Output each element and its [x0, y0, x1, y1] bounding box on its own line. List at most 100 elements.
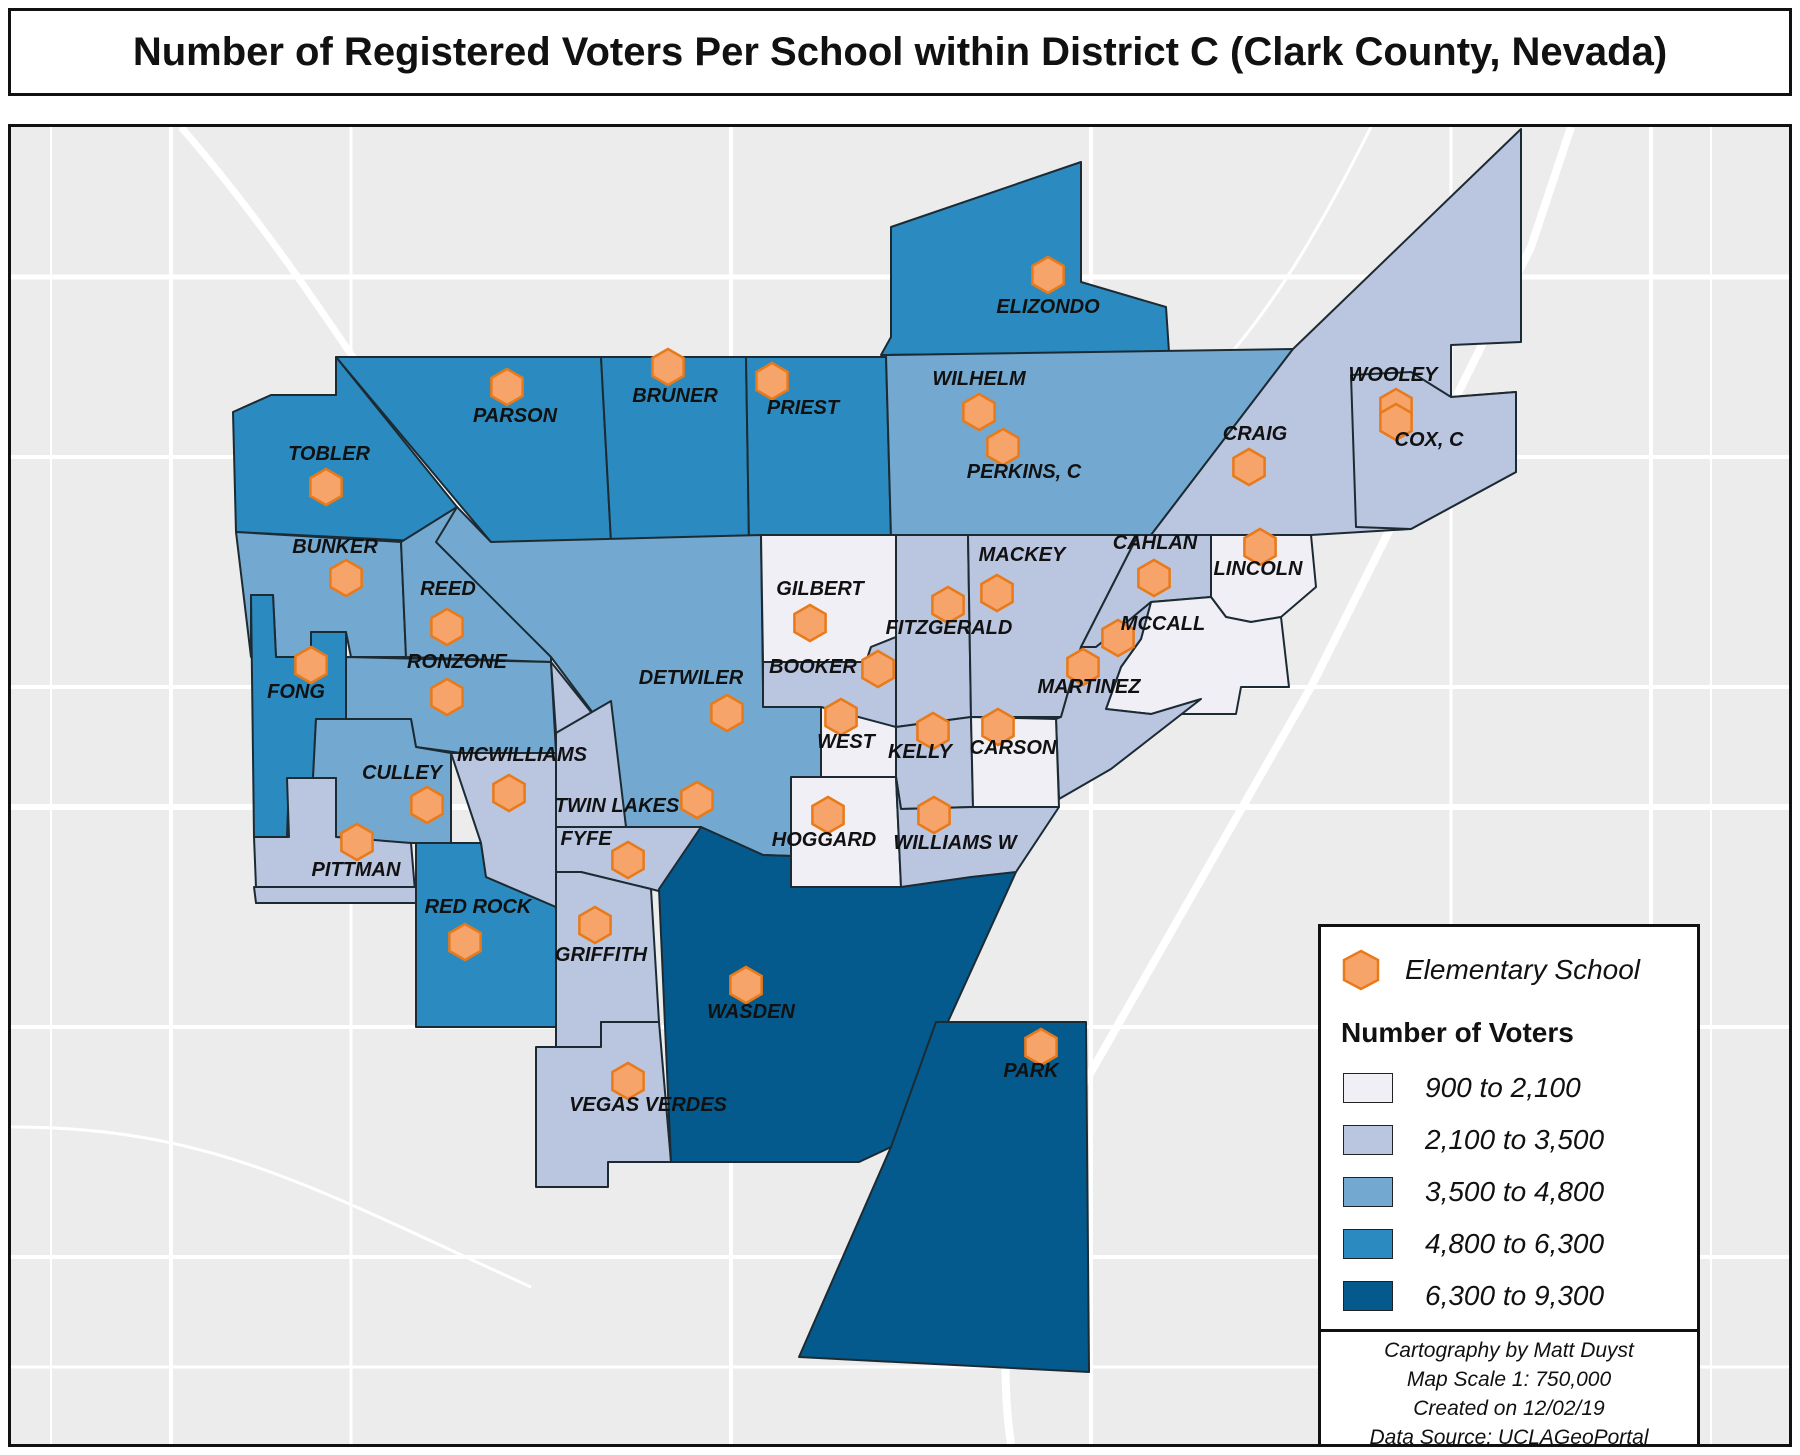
school-label-park: PARK — [1003, 1060, 1060, 1082]
school-label-pittman: PITTMAN — [312, 859, 401, 881]
school-label-kelly: KELLY — [888, 741, 954, 763]
school-marker-bunker[interactable] — [329, 558, 363, 598]
school-marker-hoggard[interactable] — [811, 795, 845, 835]
school-label-tobler: TOBLER — [288, 443, 370, 465]
legend-class-3-label: 3,500 to 4,800 — [1425, 1176, 1605, 1207]
school-marker-vegas-verdes[interactable] — [611, 1061, 645, 1101]
school-label-gilbert: GILBERT — [776, 578, 865, 600]
zone-vegasverdes — [535, 1021, 672, 1188]
legend-class-4-label: 4,800 to 6,300 — [1425, 1228, 1605, 1259]
school-marker-reed[interactable] — [430, 607, 464, 647]
school-marker-detwiler[interactable] — [710, 693, 744, 733]
school-label-lincoln: LINCOLN — [1214, 558, 1303, 580]
school-label-cox-c: COX, C — [1395, 429, 1464, 451]
school-label-mcwilliams: MCWILLIAMS — [457, 744, 588, 766]
zone-pittman-south — [253, 886, 417, 904]
school-marker-craig[interactable] — [1232, 447, 1266, 487]
zone-park — [798, 1021, 1090, 1373]
school-marker-ronzone[interactable] — [430, 677, 464, 717]
orange-hexagon-icon — [1342, 949, 1380, 991]
school-marker-fong[interactable] — [294, 645, 328, 685]
school-marker-wasden[interactable] — [729, 965, 763, 1005]
school-label-red-rock: RED ROCK — [425, 896, 533, 918]
school-label-wilhelm: WILHELM — [932, 368, 1027, 390]
school-label-martinez: MARTINEZ — [1038, 676, 1142, 698]
school-marker-carson[interactable] — [981, 707, 1015, 747]
school-marker-twin-lakes[interactable] — [680, 780, 714, 820]
school-marker-booker[interactable] — [861, 649, 895, 689]
school-marker-park[interactable] — [1024, 1027, 1058, 1067]
school-marker-west[interactable] — [824, 697, 858, 737]
legend-class-4: 4,800 to 6,300 — [1343, 1228, 1604, 1260]
zone-martinez — [1055, 601, 1202, 800]
legend-key: Elementary School Number of Voters 900 t… — [1321, 927, 1697, 1332]
map-title: Number of Registered Voters Per School w… — [132, 29, 1668, 74]
school-marker-perkins-c[interactable] — [986, 427, 1020, 467]
school-marker-gilbert[interactable] — [793, 603, 827, 643]
school-marker-culley[interactable] — [410, 785, 444, 825]
zone-williamsw — [895, 776, 1060, 888]
school-marker-williams-w[interactable] — [917, 795, 951, 835]
school-label-perkins-c: PERKINS, C — [967, 461, 1082, 483]
school-marker-lincoln[interactable] — [1243, 527, 1277, 567]
school-marker-wilhelm[interactable] — [962, 392, 996, 432]
school-label-williams-w: WILLIAMS W — [893, 832, 1018, 854]
legend-school-row: Elementary School — [1341, 949, 1640, 991]
school-label-elizondo: ELIZONDO — [996, 296, 1100, 318]
credit-created: Created on 12/02/19 — [1413, 1397, 1605, 1420]
legend-heading: Number of Voters — [1341, 1017, 1574, 1048]
legend-class-1-label: 900 to 2,100 — [1425, 1072, 1581, 1103]
school-marker-mackey[interactable] — [980, 573, 1014, 613]
school-marker-pittman[interactable] — [340, 822, 374, 862]
school-label-wasden: WASDEN — [707, 1001, 795, 1023]
school-marker-mcwilliams[interactable] — [492, 773, 526, 813]
school-marker-fitzgerald[interactable] — [931, 585, 965, 625]
credit-source: Data Source: UCLAGeoPortal — [1369, 1426, 1649, 1447]
legend-swatch-3 — [1343, 1177, 1393, 1207]
school-label-ronzone: RONZONE — [407, 651, 508, 673]
school-marker-griffith[interactable] — [578, 905, 612, 945]
legend-swatch-1 — [1343, 1073, 1393, 1103]
legend-class-2: 2,100 to 3,500 — [1343, 1124, 1604, 1156]
school-marker-mccall[interactable] — [1101, 618, 1135, 658]
legend-swatch-2 — [1343, 1125, 1393, 1155]
school-label-bunker: BUNKER — [292, 536, 378, 558]
legend-class-2-label: 2,100 to 3,500 — [1425, 1124, 1605, 1155]
school-marker-tobler[interactable] — [309, 467, 343, 507]
school-label-culley: CULLEY — [362, 762, 444, 784]
credit-cartography: Cartography by Matt Duyst — [1384, 1339, 1634, 1362]
school-label-detwiler: DETWILER — [639, 667, 744, 689]
school-marker-elizondo[interactable] — [1031, 255, 1065, 295]
school-marker-martinez[interactable] — [1066, 647, 1100, 687]
school-marker-priest[interactable] — [755, 361, 789, 401]
map-frame[interactable]: ELIZONDO PARSON BRUNER PRIEST WILHELM PERKINS… — [8, 124, 1792, 1447]
school-marker-red-rock[interactable] — [448, 922, 482, 962]
school-marker-parson[interactable] — [490, 367, 524, 407]
school-marker-cahlan[interactable] — [1137, 558, 1171, 598]
school-label-cahlan: CAHLAN — [1113, 532, 1198, 554]
school-label-carson: CARSON — [970, 737, 1057, 759]
school-label-hoggard: HOGGARD — [772, 829, 876, 851]
legend-swatch-4 — [1343, 1229, 1393, 1259]
school-label-mackey: MACKEY — [979, 544, 1067, 566]
legend-class-3: 3,500 to 4,800 — [1343, 1176, 1604, 1208]
school-marker-bruner[interactable] — [651, 347, 685, 387]
school-marker-cox-c[interactable] — [1379, 402, 1413, 442]
school-label-fong: FONG — [267, 681, 325, 703]
school-marker-fyfe[interactable] — [611, 840, 645, 880]
school-label-wooley: WOOLEY — [1349, 364, 1440, 386]
school-label-fyfe: FYFE — [560, 828, 612, 850]
school-zones — [232, 128, 1522, 1373]
school-label-reed: REED — [420, 578, 476, 600]
legend-swatch-5 — [1343, 1281, 1393, 1311]
school-label-vegas-verdes: VEGAS VERDES — [569, 1094, 727, 1116]
school-label-twin-lakes: TWIN LAKES — [555, 795, 680, 817]
school-label-mccall: MCCALL — [1121, 613, 1205, 635]
school-label-griffith: GRIFFITH — [555, 944, 648, 966]
school-marker-kelly[interactable] — [916, 711, 950, 751]
school-label-parson: PARSON — [473, 405, 558, 427]
map-canvas[interactable]: ELIZONDO PARSON BRUNER PRIEST WILHELM PERKINS… — [11, 127, 1789, 1444]
school-markers: ELIZONDO PARSON BRUNER PRIEST WILHELM PERKINS… — [267, 255, 1464, 1116]
school-label-priest: PRIEST — [767, 397, 841, 419]
school-label-booker: BOOKER — [769, 656, 857, 678]
